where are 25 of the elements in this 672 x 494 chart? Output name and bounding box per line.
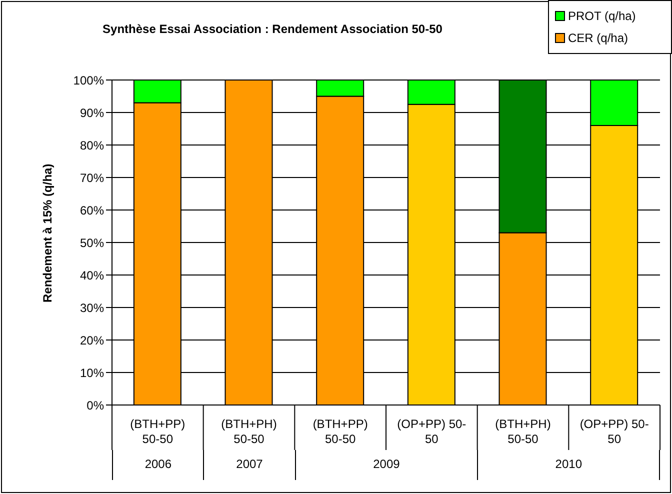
y-tick-label: 10%: [80, 366, 104, 380]
x-tick-label: (BTH+PH) 50-50: [220, 417, 278, 447]
text: 2006: [112, 450, 204, 480]
x-tick-label: (BTH+PP) 50-50: [129, 417, 186, 447]
text: 2009: [294, 450, 478, 480]
x-tick-label: (BTH+PH) 50-50: [494, 417, 552, 447]
y-tick-label: 80%: [80, 138, 104, 152]
legend-label: CER (q/ha): [567, 30, 630, 47]
chart-title: Synthèse Essai Association : Rendement Association 50-50: [102, 22, 444, 36]
y-tick-label: 50%: [80, 236, 104, 250]
y-tick-label: 70%: [80, 170, 104, 185]
text: 2007: [203, 450, 295, 480]
y-axis-title: Rendement à 15% (q/ha): [40, 164, 54, 302]
x-tick-label: (OP+PP) 50-50: [578, 417, 650, 447]
y-tick-label: 90%: [80, 106, 104, 120]
x-tick-label: (BTH+PP) 50-50: [312, 417, 369, 447]
y-tick-label: 60%: [80, 203, 104, 218]
y-tick-label: 100%: [73, 73, 104, 88]
y-tick-label: 20%: [80, 333, 104, 348]
text: 2010: [477, 450, 660, 480]
x-tick-label: (OP+PP) 50-50: [396, 417, 468, 447]
y-tick-label: 0%: [86, 398, 104, 412]
legend-label: PROT (q/ha): [567, 8, 637, 25]
y-tick-label: 30%: [80, 300, 104, 315]
y-tick-label: 40%: [80, 268, 104, 282]
